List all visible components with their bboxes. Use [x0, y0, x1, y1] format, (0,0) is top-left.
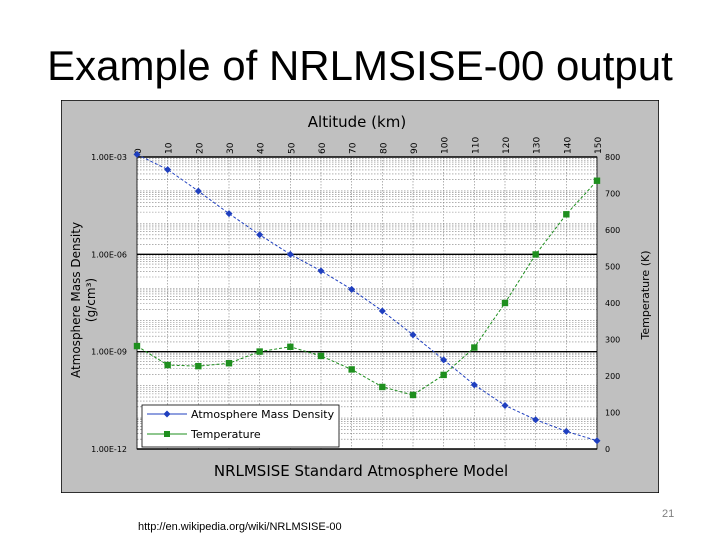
- density-point: [593, 437, 601, 445]
- chart-figure: 0 10 20 30 40 50 60 70 80 90 100 110 120 130 140 150 1.…: [61, 100, 659, 493]
- right-tick-label: 500: [605, 263, 620, 272]
- legend-box: [141, 404, 340, 448]
- series-layer: [133, 150, 601, 445]
- temperature-point: [256, 348, 263, 355]
- x-tick-label: 0: [134, 148, 144, 154]
- legend-density-label: Atmosphere Mass Density: [191, 408, 335, 421]
- plot-area: [137, 157, 597, 449]
- density-point: [317, 267, 325, 275]
- density-point: [409, 331, 417, 339]
- left-axis-unit: (g/cm³): [84, 278, 98, 322]
- x-tick-label: 40: [257, 142, 267, 154]
- x-tick-label: 60: [318, 142, 328, 154]
- x-tick-label: 10: [165, 142, 175, 154]
- temperature-point: [471, 344, 478, 351]
- x-tick-label: 20: [195, 142, 205, 154]
- plot-border: [136, 156, 598, 450]
- right-tick-label: 800: [605, 153, 620, 162]
- right-tick-label: 200: [605, 372, 620, 381]
- series-line: [136, 153, 598, 442]
- x-tick-label: 90: [410, 142, 420, 154]
- right-tick-label: 400: [605, 299, 620, 308]
- temperature-point: [379, 383, 386, 391]
- top-axis-title: Altitude (km): [308, 113, 406, 131]
- x-tick-label: 80: [379, 142, 389, 154]
- temperature-point: [409, 391, 417, 399]
- temperature-point: [593, 177, 601, 184]
- temperature-point: [133, 342, 141, 350]
- x-tick-label: 50: [287, 142, 297, 154]
- temperature-point: [532, 251, 539, 258]
- x-tick-label: 150: [594, 137, 604, 154]
- right-tick-labels: 0 100 200 300 400 500 600 700 800: [605, 153, 620, 454]
- temperature-point: [317, 352, 325, 360]
- left-axis-title: Atmosphere Mass Density: [69, 222, 83, 378]
- density-point: [440, 356, 448, 364]
- x-tick-label: 120: [502, 137, 512, 154]
- slide-number: 21: [662, 508, 675, 520]
- right-tick-label: 700: [605, 190, 620, 199]
- series-line: [136, 180, 598, 396]
- density-point: [133, 150, 141, 158]
- slide-title: Example of NRLMSISE-00 output: [47, 42, 673, 89]
- legend-density-marker: [163, 410, 171, 418]
- legend: Atmosphere Mass Density Temperature: [141, 404, 340, 448]
- right-axis-title: Temperature (K): [639, 251, 652, 341]
- density-point: [286, 250, 294, 258]
- temperature-point: [501, 299, 509, 307]
- density-point: [164, 166, 172, 174]
- x-tick-label: 30: [226, 142, 236, 154]
- density-point: [225, 210, 233, 218]
- chart-title: NRLMSISE Standard Atmosphere Model: [214, 462, 508, 480]
- temperature-point: [164, 361, 171, 369]
- temperature-point: [195, 362, 202, 370]
- left-tick-label: 1.00E-06: [91, 250, 127, 259]
- density-point: [562, 427, 570, 435]
- temperature-point: [563, 211, 570, 218]
- density-point: [194, 187, 202, 195]
- left-tick-labels: 1.00E-03 1.00E-06 1.00E-09 1.00E-12: [91, 153, 127, 454]
- left-tick-label: 1.00E-03: [91, 153, 127, 162]
- right-tick-label: 600: [605, 226, 620, 235]
- legend-temperature-label: Temperature: [190, 428, 261, 441]
- right-tick-label: 300: [605, 336, 620, 345]
- density-point: [378, 307, 386, 315]
- right-tick-label: 0: [605, 445, 610, 454]
- density-point: [532, 416, 540, 424]
- x-tick-label: 140: [563, 137, 573, 154]
- grid: [136, 156, 598, 450]
- temperature-point: [287, 343, 294, 350]
- density-point: [470, 381, 478, 389]
- right-tick-label: 100: [605, 409, 620, 418]
- x-tick-label: 70: [349, 142, 359, 154]
- density-point: [501, 401, 509, 409]
- density-series: [133, 150, 601, 445]
- density-point: [256, 231, 264, 239]
- left-tick-label: 1.00E-12: [91, 445, 127, 454]
- temperature-point: [225, 360, 233, 367]
- legend-temperature-marker: [164, 431, 170, 437]
- x-tick-label: 100: [441, 137, 451, 154]
- density-point: [348, 285, 356, 293]
- left-tick-label: 1.00E-09: [91, 348, 127, 357]
- temperature-point: [440, 371, 447, 379]
- x-tick-labels: 0 10 20 30 40 50 60 70 80 90 100 110 120 130 140 150: [134, 137, 604, 154]
- x-tick-label: 110: [471, 137, 481, 154]
- temperature-series: [133, 177, 601, 399]
- source-link[interactable]: http://en.wikipedia.org/wiki/NRLMSISE-00: [138, 521, 342, 533]
- temperature-point: [348, 366, 355, 373]
- x-tick-label: 130: [533, 137, 543, 154]
